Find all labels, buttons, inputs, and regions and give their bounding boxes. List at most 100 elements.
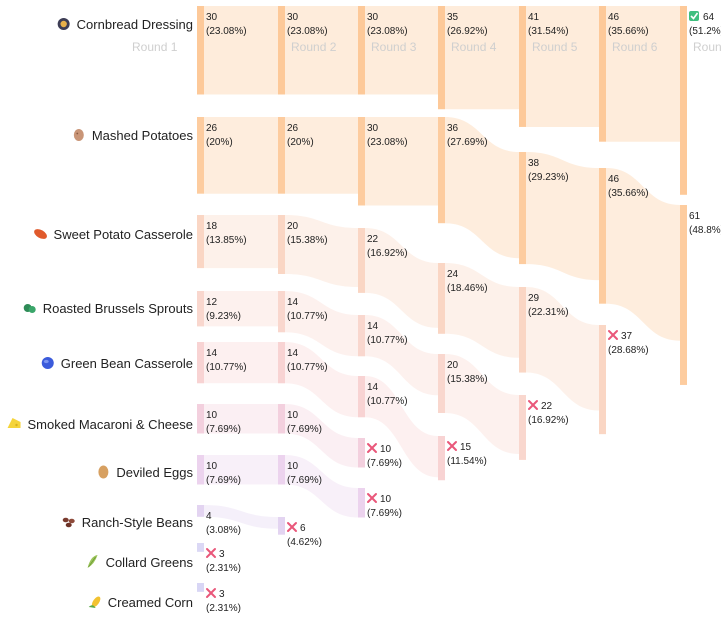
vote-percent-label: (10.77%) [367, 335, 408, 346]
vote-count-label: 14 [367, 382, 379, 393]
vote-bar [278, 6, 285, 95]
vote-percent-label: (7.69%) [206, 475, 241, 486]
vote-count-label: 15 [460, 442, 472, 453]
vote-bar [519, 287, 526, 373]
vote-count-label: 61 [689, 211, 701, 222]
vote-bar [197, 291, 204, 327]
round-label: Round 5 [532, 40, 578, 54]
candidate-name: Mashed Potatoes [92, 128, 194, 143]
flow-link [285, 342, 358, 418]
round-label: Round 7 [693, 40, 721, 54]
vote-bar [599, 6, 606, 142]
vote-percent-label: (35.66%) [608, 188, 649, 199]
vote-count-label: 10 [206, 410, 218, 421]
candidate-labels: Cornbread Dressing Mashed Potatoes Sweet P… [7, 17, 194, 610]
vote-bar [197, 404, 204, 434]
flow-link [204, 291, 278, 327]
flow-link [285, 117, 358, 194]
vote-count-label: 14 [367, 321, 379, 332]
candidate-name: Sweet Potato Casserole [54, 227, 193, 242]
vote-percent-label: (20%) [206, 137, 233, 148]
vote-bar [278, 455, 285, 485]
vote-bar [197, 117, 204, 194]
vote-count-label: 37 [621, 331, 633, 342]
green-bean-icon [41, 357, 54, 369]
vote-percent-label: (7.69%) [206, 424, 241, 435]
vote-bar [438, 354, 445, 413]
vote-count-label: 64 [703, 12, 715, 23]
vote-bar [278, 215, 285, 274]
flow-link [445, 6, 519, 110]
vote-percent-label: (16.92%) [367, 248, 408, 259]
eliminated-x-icon [528, 400, 538, 410]
vote-bar [680, 205, 687, 385]
vote-percent-label: (23.08%) [367, 26, 408, 37]
cheese-icon [7, 418, 21, 428]
winner-check-icon [689, 11, 699, 21]
vote-percent-label: (11.54%) [447, 456, 487, 467]
vote-bar [599, 168, 606, 304]
vote-count-label: 30 [287, 12, 299, 23]
vote-bar [197, 583, 204, 592]
candidate-name: Ranch-Style Beans [82, 515, 194, 530]
candidate-name: Collard Greens [106, 555, 194, 570]
round-label: Round 6 [612, 40, 658, 54]
vote-bar [519, 6, 526, 127]
vote-count-label: 30 [367, 123, 379, 134]
vote-percent-label: (51.2%) [689, 26, 721, 37]
vote-percent-label: (31.54%) [528, 26, 569, 37]
vote-percent-label: (2.31%) [206, 563, 241, 574]
flows [204, 6, 680, 529]
vote-bar [438, 117, 445, 224]
vote-bar [680, 6, 687, 195]
vote-percent-label: (10.77%) [287, 362, 328, 373]
eliminated-x-icon [206, 548, 216, 558]
candidate-name: Deviled Eggs [116, 465, 193, 480]
corn-icon [88, 596, 101, 608]
vote-count-label: 46 [608, 174, 620, 185]
round-label: Round 3 [371, 40, 417, 54]
vote-count-label: 10 [287, 461, 299, 472]
vote-bar [599, 325, 606, 435]
vote-count-label: 12 [206, 297, 218, 308]
vote-percent-label: (22.31%) [528, 307, 569, 318]
vote-bar [438, 436, 445, 481]
vote-count-label: 26 [206, 123, 218, 134]
vote-percent-label: (23.08%) [367, 137, 408, 148]
vote-bar [278, 404, 285, 434]
flow-link [445, 117, 519, 259]
flow-link [204, 455, 278, 485]
flow-link [526, 287, 599, 411]
vote-percent-label: (16.92%) [528, 415, 569, 426]
vote-percent-label: (7.69%) [367, 508, 402, 519]
flow-link [526, 6, 599, 127]
vote-percent-label: (4.62%) [287, 537, 322, 548]
flow-link [365, 6, 438, 95]
cornbread-icon [57, 18, 70, 30]
egg-icon [98, 465, 109, 479]
flow-link [204, 505, 278, 529]
flow-link [365, 117, 438, 206]
vote-bar [278, 342, 285, 384]
vote-count-label: 22 [367, 234, 379, 245]
vote-count-label: 38 [528, 158, 540, 169]
candidate-name: Roasted Brussels Sprouts [43, 301, 194, 316]
vote-bar [358, 228, 365, 293]
vote-count-label: 14 [287, 348, 299, 359]
vote-count-label: 46 [608, 12, 620, 23]
vote-count-label: 10 [287, 410, 299, 421]
flow-link [606, 168, 680, 341]
flow-link [365, 228, 438, 328]
eliminated-x-icon [447, 441, 457, 451]
flow-link [285, 404, 358, 468]
vote-count-label: 10 [380, 444, 392, 455]
vote-count-label: 20 [287, 221, 299, 232]
flow-link [445, 354, 519, 454]
vote-bar [358, 488, 365, 518]
eliminated-x-icon [287, 522, 297, 532]
vote-count-label: 4 [206, 511, 212, 522]
vote-percent-label: (10.77%) [287, 311, 328, 322]
vote-percent-label: (3.08%) [206, 525, 241, 536]
beans-icon [62, 517, 75, 528]
